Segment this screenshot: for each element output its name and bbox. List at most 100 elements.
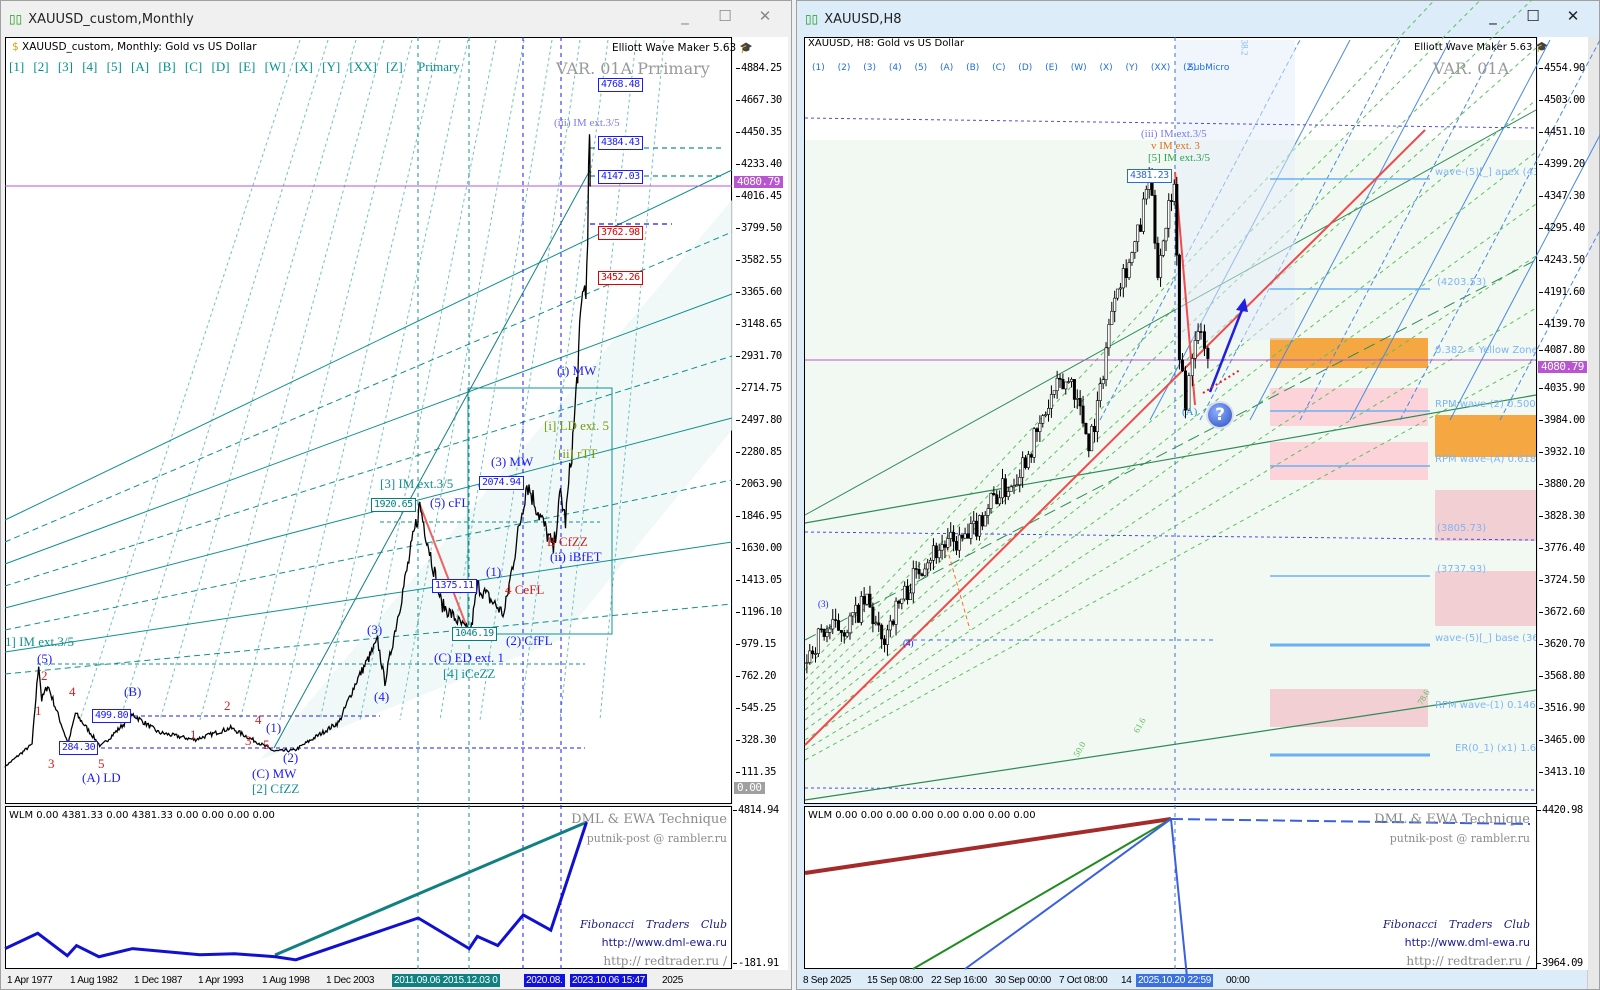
candle [926,562,930,570]
wave-label: 4 CeFL [505,582,545,597]
wave-label: [2] CfZZ [252,781,300,796]
indicator-trend-line [274,820,588,957]
indicator-line [964,818,1172,970]
candle [822,628,826,637]
candle [1187,375,1191,411]
candle [957,534,961,551]
credit-url[interactable]: http://www.dml-ewa.ru [601,936,727,949]
credit-url[interactable]: http:// redtrader.ru / [603,954,727,968]
wave-label-buttons[interactable]: (1) (2) (3) (4) (5) (A) (B) (C) (D) (E) … [812,63,1197,73]
maximize-button[interactable]: ☐ [718,7,732,25]
chart-header: XAUUSD, H8: Gold vs US Dollar [808,38,965,49]
channel-line [4,417,733,609]
price-tick: 762.20 [736,670,776,682]
zone-label: RPM wave-(A) 0.618 (3 [1435,454,1536,465]
candle [819,628,823,631]
candle [805,662,809,664]
fib-fan-line [1249,39,1451,421]
price-axis[interactable] [733,37,788,970]
help-button[interactable]: ? [1206,401,1234,429]
current-price-label: 4080.79 [734,176,783,188]
price-box: 1046.19 [452,627,497,641]
date-tick: 1 Aug 1982 [70,975,118,986]
plugin-name-text: Elliott Wave Maker 5.63 [1414,42,1533,53]
candle [972,520,976,524]
credit-url[interactable]: http://www.dml-ewa.ru [1404,936,1530,949]
price-tick: 3724.50 [1539,574,1585,586]
candle [816,628,820,654]
wave-label: (2) CfFL [506,633,553,648]
wave-label-buttons[interactable]: [1] [2] [3] [4] [5] [A] [B] [C] [D] [E] … [9,59,403,74]
indicator-pane[interactable] [804,806,1537,969]
candle [880,624,884,640]
price-tick: 3413.10 [1539,766,1585,778]
wave-label: [i] LD ext. 5 [544,418,609,433]
close-button[interactable]: ✕ [1566,7,1580,25]
price-tick: 3465.00 [1539,734,1585,746]
wave-label: (4) [903,638,914,648]
maximize-button[interactable]: ☐ [1526,7,1540,25]
candle [1169,200,1173,202]
candle [1058,377,1062,380]
candle [1000,478,1004,499]
candle [1101,379,1105,385]
candle [1164,227,1168,242]
fib-fan-line [519,39,609,721]
window-titlebar[interactable]: ▯▯ XAUUSD,H8 _ ☐ ✕ [797,1,1599,37]
degree-selector[interactable]: SubMicro [1188,63,1230,73]
date-tick: 2025 [662,975,684,986]
candle [943,544,947,548]
candle [1196,331,1200,341]
candle [883,638,887,645]
minimize-button[interactable]: _ [681,7,689,25]
candle [1078,398,1082,407]
fib-fan-line [399,39,525,721]
candle [814,653,818,655]
candle [1193,340,1197,359]
candle [1121,268,1125,289]
price-tick: 3620.70 [1539,638,1585,650]
price-tick: 979.15 [736,638,776,650]
fib-fan-line [159,39,357,721]
fib-line [804,203,1537,731]
indicator-line [4,821,588,962]
fib-label: 38.2 [1239,39,1250,56]
degree-selector[interactable]: Primary [418,59,460,74]
price-axis[interactable] [1538,37,1588,970]
price-box: 3762.98 [598,226,643,240]
variant-label: VAR. 01A [1433,59,1510,78]
indicator-max: 4420.98 [1537,804,1583,816]
candle [952,532,956,542]
candle [891,620,895,625]
price-tick: 3582.55 [736,254,782,266]
candle [1206,347,1210,359]
wave-label: (A) [1182,406,1198,418]
candle [834,619,838,621]
price-tick: 4667.30 [736,94,782,106]
fib-fan-line [119,39,329,721]
price-tick: 1630.00 [736,542,782,554]
wave-box [467,387,613,635]
close-button[interactable]: ✕ [758,7,772,25]
candle [903,585,907,600]
candle [1003,478,1007,497]
price-box: 4384.43 [598,136,643,150]
fib-line [804,99,1537,711]
crosshair-date-label: 2025.10.20 22:59 [1136,974,1214,987]
candle [845,632,849,637]
price-tick: 4243.50 [1539,254,1585,266]
window-titlebar[interactable]: ▯▯ XAUUSD_custom,Monthly _ ☐ ✕ [1,1,791,37]
candle [874,622,878,625]
indicator-pane[interactable] [5,806,732,969]
candle [1047,408,1051,415]
candle [1093,426,1097,433]
candle [920,573,924,576]
price-tick: 2497.80 [736,414,782,426]
date-tick: 7 Oct 08:00 [1059,975,1108,986]
credit-url[interactable]: http:// redtrader.ru / [1406,954,1530,968]
candle [1130,252,1134,263]
minimize-button[interactable]: _ [1489,7,1497,25]
wave-label: (3) MW [491,454,534,469]
level-line [804,787,1537,791]
indicator-line [1170,818,1188,978]
